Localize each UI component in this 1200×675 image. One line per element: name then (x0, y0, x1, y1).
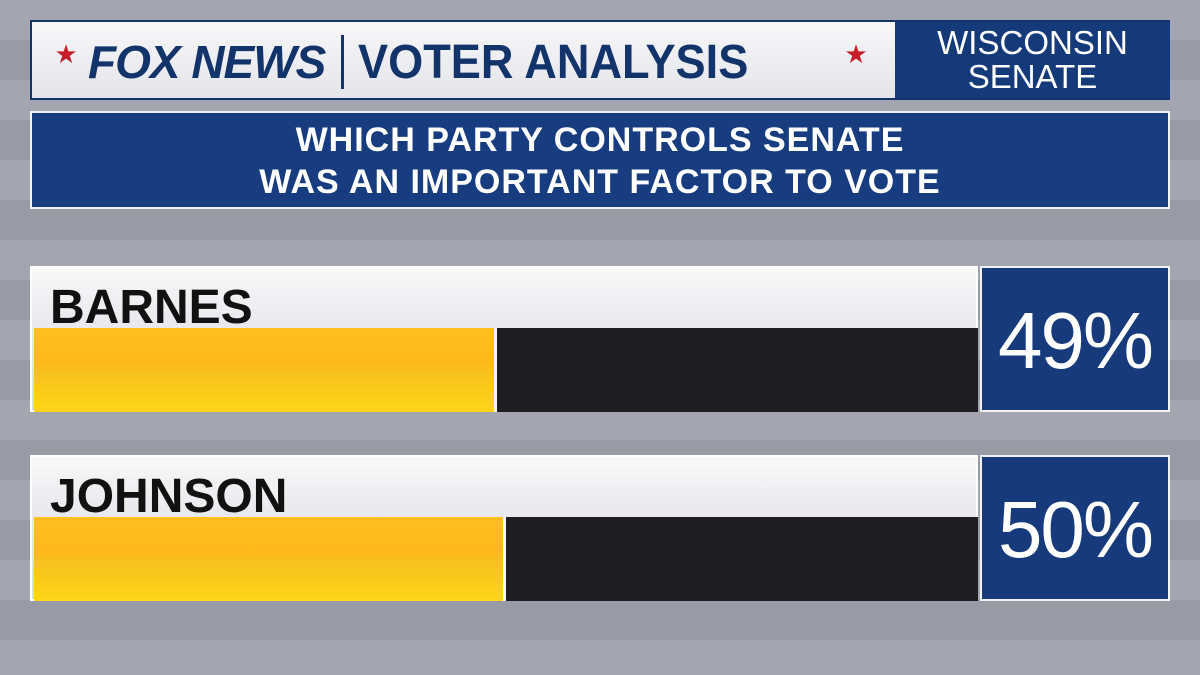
question-line-2: WAS AN IMPORTANT FACTOR TO VOTE (259, 163, 941, 201)
row-band: BARNES (30, 266, 978, 412)
candidate-row: BARNES 49% (30, 266, 1170, 412)
bar (34, 328, 497, 412)
brand: FOX NEWS VOTER ANALYSIS (88, 34, 774, 90)
race-office: SENATE (967, 58, 1098, 95)
candidate-name: JOHNSON (50, 470, 288, 523)
question-line-1: WHICH PARTY CONTROLS SENATE (295, 121, 905, 159)
row-band: JOHNSON (30, 455, 978, 601)
fox-news-logo: FOX NEWS (88, 36, 326, 88)
value-label: 50% (980, 455, 1170, 601)
star-icon: ★ (54, 39, 78, 69)
race-state: WISCONSIN (937, 24, 1128, 61)
value-label: 49% (980, 266, 1170, 412)
page-title: VOTER ANALYSIS (358, 35, 749, 89)
question-box: WHICH PARTY CONTROLS SENATE WAS AN IMPOR… (30, 111, 1170, 209)
bar-track (34, 517, 978, 601)
race-label: WISCONSIN SENATE (895, 22, 1170, 98)
brand-divider (341, 35, 345, 89)
star-icon: ★ (844, 39, 868, 69)
bar-track (34, 328, 978, 412)
bar (34, 517, 506, 601)
header-bar: ★ FOX NEWS VOTER ANALYSIS ★ WISCONSIN SE… (30, 20, 1170, 100)
candidate-name: BARNES (50, 281, 253, 334)
candidate-row: JOHNSON 50% (30, 455, 1170, 601)
